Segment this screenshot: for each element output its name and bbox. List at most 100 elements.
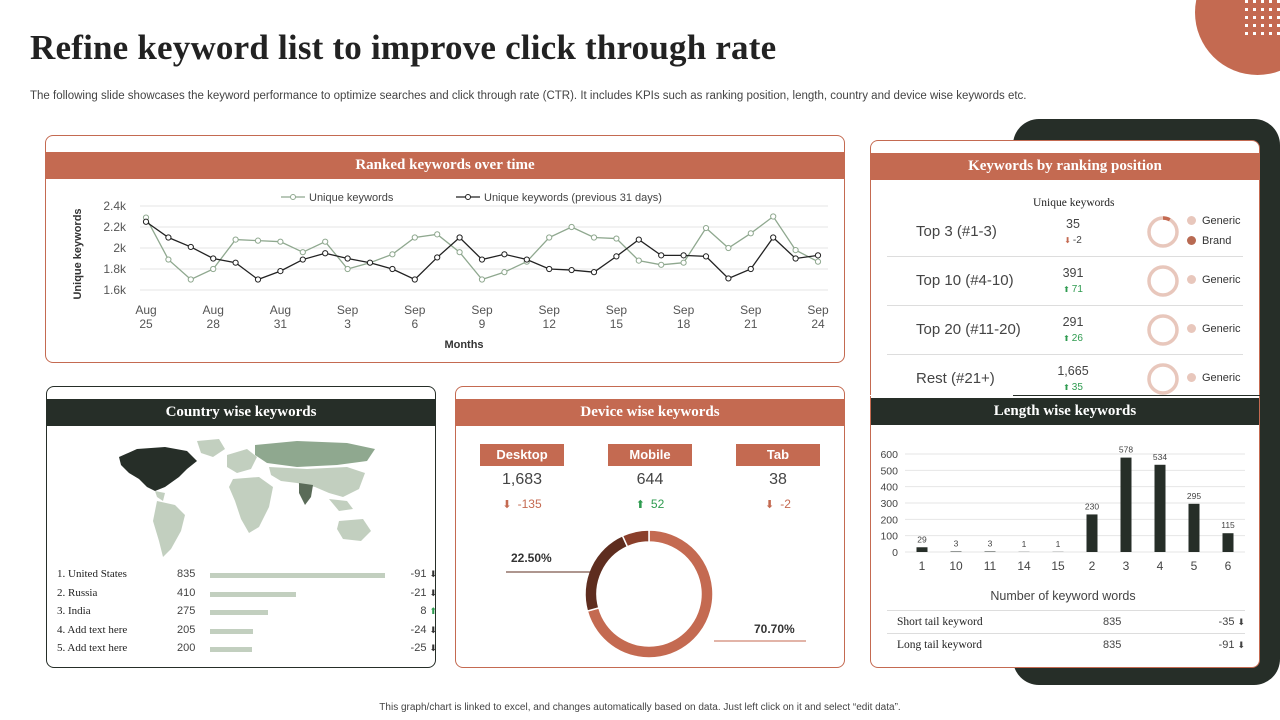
line-point xyxy=(254,237,262,244)
legend-label: Generic xyxy=(1202,372,1241,384)
line-x-tick-day: 12 xyxy=(543,317,557,331)
map-russia xyxy=(255,441,375,467)
decor-dot xyxy=(1253,24,1256,27)
decorative-circle xyxy=(1195,0,1280,75)
ranking-ring-chart xyxy=(1147,265,1179,297)
map-india xyxy=(299,483,313,505)
bar-x-axis-label: Number of keyword words xyxy=(990,589,1135,603)
line-point xyxy=(814,252,822,259)
line-point xyxy=(702,253,710,260)
ranking-label: Rest (#21+) xyxy=(916,370,995,387)
line-x-tick-month: Aug xyxy=(270,303,291,317)
line-point xyxy=(546,265,553,273)
device-change: ⬇ -135 xyxy=(480,497,564,511)
line-point xyxy=(389,265,396,273)
arrow-down-icon: ⬇ xyxy=(429,569,437,579)
tail-keyword-row: Long tail keyword 835 -91 ⬇ xyxy=(887,633,1245,657)
decor-dot xyxy=(1269,8,1272,11)
map-greenland xyxy=(197,439,225,457)
bar-y-tick: 600 xyxy=(880,449,898,461)
line-point xyxy=(187,243,194,251)
map-north-america xyxy=(119,447,197,491)
line-x-tick-day: 28 xyxy=(207,317,221,331)
device-value: 38 xyxy=(769,471,787,488)
country-change: 8 ⬆ xyxy=(420,605,437,617)
line-point xyxy=(478,256,486,263)
line-x-tick-month: Sep xyxy=(337,303,359,317)
bar-y-tick: 0 xyxy=(892,547,898,559)
line-point xyxy=(725,275,732,282)
line-point xyxy=(165,256,172,263)
bar-y-tick: 100 xyxy=(880,531,898,543)
line-legend-marker xyxy=(290,194,296,200)
ranking-label: Top 3 (#1-3) xyxy=(916,223,997,240)
device-donut-chart: 22.50% 70.70% xyxy=(506,529,806,659)
ranking-ring-chart xyxy=(1147,314,1179,346)
line-x-tick-day: 21 xyxy=(744,317,758,331)
dot-grid-decoration xyxy=(1245,0,1280,35)
line-point xyxy=(680,252,687,259)
unique-keywords-column-header: Unique keywords xyxy=(1033,197,1115,209)
ring-generic xyxy=(1147,216,1179,248)
bar-x-tick: 14 xyxy=(1017,559,1031,573)
legend-label: Generic xyxy=(1202,215,1241,227)
legend-dot xyxy=(1187,236,1196,245)
tail-keyword-row: Short tail keyword 835 -35 ⬇ xyxy=(887,610,1245,634)
legend-dot xyxy=(1187,373,1196,382)
country-change: -21 ⬇ xyxy=(411,587,437,599)
map-southeast-asia xyxy=(329,499,353,511)
line-point xyxy=(411,234,418,241)
ranking-legend-item: Generic xyxy=(1187,372,1241,384)
line-point xyxy=(478,276,486,283)
line-point xyxy=(210,255,217,262)
decor-dot xyxy=(1253,8,1256,11)
bar-data-label: 1 xyxy=(1022,539,1027,549)
device-change-value: -135 xyxy=(517,497,542,511)
country-change-value: -25 xyxy=(410,642,427,654)
legend-label: Generic xyxy=(1202,323,1241,335)
line-point xyxy=(165,234,172,241)
line-point xyxy=(590,234,598,241)
length-keywords-bar-chart: 6005004003002001000291310311114115230257… xyxy=(880,445,1245,603)
bar-y-tick: 300 xyxy=(880,498,898,510)
bar-2 xyxy=(1086,514,1098,552)
bar-y-tick: 400 xyxy=(880,482,898,494)
decor-dot xyxy=(1245,32,1248,35)
bar-1 xyxy=(916,547,928,552)
ranking-change: ⬆ 71 xyxy=(1043,284,1103,295)
device-change-value: -2 xyxy=(780,497,791,511)
legend-label: Brand xyxy=(1202,235,1232,247)
line-point xyxy=(680,259,687,266)
decor-dot xyxy=(1277,24,1280,27)
line-point xyxy=(702,224,710,232)
bar-x-tick: 5 xyxy=(1191,559,1198,573)
ranking-change: ⬆ 35 xyxy=(1043,382,1103,393)
decor-dot xyxy=(1277,32,1280,35)
country-bar xyxy=(210,628,253,634)
tail-change-value: -35 xyxy=(1218,616,1235,628)
tail-change: -91 ⬇ xyxy=(1219,639,1245,651)
arrow-up-icon: ⬆ xyxy=(429,606,437,616)
world-map xyxy=(119,439,375,557)
bar-x-tick: 15 xyxy=(1051,559,1065,573)
ranking-row: Top 10 (#4-10) 391 ⬆ 71 Generic xyxy=(887,256,1243,306)
line-x-tick-day: 24 xyxy=(811,317,825,331)
tail-change: -35 ⬇ xyxy=(1219,616,1245,628)
ranking-change-value: -2 xyxy=(1072,235,1082,246)
line-point xyxy=(277,268,284,275)
line-x-tick-day: 3 xyxy=(344,317,351,331)
line-legend-marker xyxy=(465,194,471,200)
line-point xyxy=(613,253,620,260)
map-europe xyxy=(227,449,257,473)
line-series-2 xyxy=(145,221,819,281)
arrow-down-icon: ⬇ xyxy=(1064,236,1071,245)
decor-dot xyxy=(1277,0,1280,3)
line-x-tick-month: Sep xyxy=(807,303,829,317)
ring-generic xyxy=(1147,363,1179,395)
donut-slice-tab xyxy=(621,529,650,548)
line-y-tick: 2.4k xyxy=(103,199,127,213)
decor-dot xyxy=(1253,16,1256,19)
ranking-change: ⬆ 26 xyxy=(1043,333,1103,344)
line-x-tick-month: Sep xyxy=(471,303,493,317)
line-point xyxy=(344,255,351,262)
